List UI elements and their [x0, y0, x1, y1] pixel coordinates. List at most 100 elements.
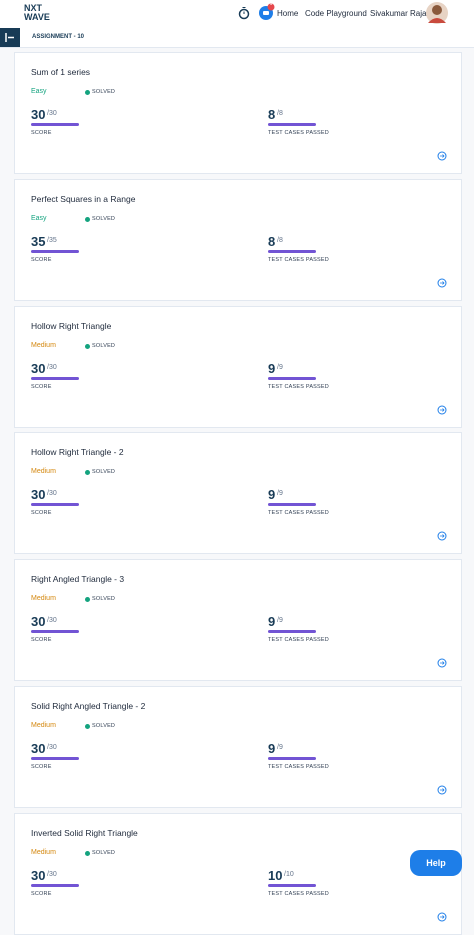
tests-label: TEST CASES PASSED — [268, 510, 329, 517]
difficulty: Medium — [31, 848, 56, 856]
help-button[interactable]: Help — [410, 850, 462, 876]
score-bar — [31, 376, 79, 380]
open-arrow[interactable] — [437, 278, 447, 288]
problem-card[interactable]: Hollow Right Triangle Medium SOLVED 30/30 SC… — [14, 305, 462, 428]
status: SOLVED — [92, 342, 116, 349]
top-bar: NXT WAVE 1 Home Code Playground Sivakuma… — [0, 0, 474, 28]
card-title: Hollow Right Triangle - 2 — [31, 447, 124, 458]
tests-bar — [268, 757, 316, 760]
score-max: /30 — [47, 110, 57, 117]
open-arrow[interactable] — [437, 785, 447, 795]
breadcrumb: ASSIGNMENT - 10 — [32, 34, 85, 40]
score-bar — [31, 630, 79, 634]
difficulty: Medium — [31, 722, 56, 729]
tests-value: 9 — [268, 741, 276, 756]
nav-home[interactable]: Home — [277, 9, 299, 18]
status-dot — [85, 90, 90, 95]
difficulty: Medium — [31, 468, 56, 476]
tests-max: /9 — [277, 490, 283, 498]
status-dot — [85, 216, 90, 222]
status-dot — [85, 343, 90, 349]
timer-icon[interactable] — [238, 6, 250, 20]
logo-top: NXT — [24, 3, 42, 13]
status-dot — [85, 470, 90, 476]
score-label: SCORE — [31, 383, 52, 390]
breadcrumb-bar: ASSIGNMENT - 10 — [0, 28, 474, 48]
tests-max: /8 — [277, 110, 283, 117]
status: SOLVED — [92, 215, 116, 222]
sidebar-toggle[interactable] — [0, 28, 20, 47]
tests-value: 10 — [268, 867, 283, 883]
tests-max: /8 — [277, 236, 283, 244]
score-value: 30 — [31, 360, 46, 376]
score-label: SCORE — [31, 256, 52, 263]
score-label: SCORE — [31, 637, 52, 644]
tests-label: TEST CASES PASSED — [268, 256, 329, 263]
card-title: Inverted Solid Right Triangle — [31, 827, 138, 838]
score-bar — [31, 757, 79, 760]
tests-label: TEST CASES PASSED — [268, 764, 329, 770]
tests-label: TEST CASES PASSED — [268, 130, 329, 136]
score-bar — [31, 883, 79, 887]
avatar[interactable] — [425, 1, 449, 25]
tests-bar — [268, 503, 316, 507]
score-value: 30 — [31, 867, 46, 883]
problem-card[interactable]: Right Angled Triangle - 3 Medium SOLVED 30/… — [14, 559, 462, 682]
tests-max: /9 — [277, 363, 283, 371]
status-dot — [85, 724, 90, 729]
tests-bar — [268, 630, 316, 634]
tests-label: TEST CASES PASSED — [268, 383, 329, 390]
score-max: /30 — [47, 744, 57, 751]
problem-card[interactable]: Hollow Right Triangle - 2 Medium SOLVED 30/… — [14, 432, 462, 555]
score-label: SCORE — [31, 764, 52, 770]
nav-playground[interactable]: Code Playground — [305, 9, 367, 18]
tests-bar — [268, 123, 316, 126]
tests-value: 9 — [268, 360, 276, 376]
open-arrow[interactable] — [437, 405, 447, 415]
difficulty: Easy — [31, 214, 47, 222]
open-arrow[interactable] — [437, 658, 447, 668]
score-max: /30 — [47, 363, 57, 371]
score-bar — [31, 249, 79, 253]
tests-max: /10 — [284, 870, 294, 878]
tests-value: 8 — [268, 107, 276, 122]
score-value: 35 — [31, 233, 46, 249]
score-label: SCORE — [31, 890, 52, 897]
score-max: /30 — [47, 870, 57, 878]
problem-card[interactable]: Inverted Solid Right Triangle Medium SOLVE… — [14, 812, 462, 935]
problem-card[interactable]: Solid Right Angled Triangle - 2 Medium SOL… — [14, 686, 462, 808]
score-value: 30 — [31, 614, 46, 630]
tests-max: /9 — [277, 617, 283, 625]
tests-value: 8 — [268, 233, 276, 249]
status: SOLVED — [92, 469, 116, 476]
tests-label: TEST CASES PASSED — [268, 637, 329, 644]
chat-icon[interactable] — [258, 3, 276, 21]
tests-bar — [268, 883, 316, 887]
notification-count: 1 — [269, 1, 273, 7]
status-dot — [85, 597, 90, 603]
status: SOLVED — [92, 849, 116, 856]
open-arrow[interactable] — [437, 912, 447, 922]
card-title: Right Angled Triangle - 3 — [31, 574, 125, 585]
difficulty: Easy — [31, 88, 47, 95]
problem-card[interactable]: Sum of 1 series Easy SOLVED 30/30 SCORE 8/8 TE… — [14, 52, 462, 174]
open-arrow[interactable] — [437, 151, 447, 161]
score-max: /30 — [47, 490, 57, 498]
difficulty: Medium — [31, 595, 56, 603]
difficulty: Medium — [31, 341, 56, 349]
status: SOLVED — [92, 723, 116, 729]
score-bar — [31, 123, 79, 126]
score-label: SCORE — [31, 510, 52, 517]
tests-label: TEST CASES PASSED — [268, 890, 329, 897]
user-name[interactable]: Sivakumar Raja — [370, 9, 427, 18]
status: SOLVED — [92, 596, 116, 603]
problem-card[interactable]: Perfect Squares in a Range Easy SOLVED 35/3… — [14, 178, 462, 301]
score-value: 30 — [31, 107, 46, 122]
tests-value: 9 — [268, 614, 276, 630]
card-title: Hollow Right Triangle — [31, 320, 112, 331]
score-bar — [31, 503, 79, 507]
open-arrow[interactable] — [437, 531, 447, 541]
score-max: /30 — [47, 617, 57, 625]
score-value: 30 — [31, 487, 46, 503]
